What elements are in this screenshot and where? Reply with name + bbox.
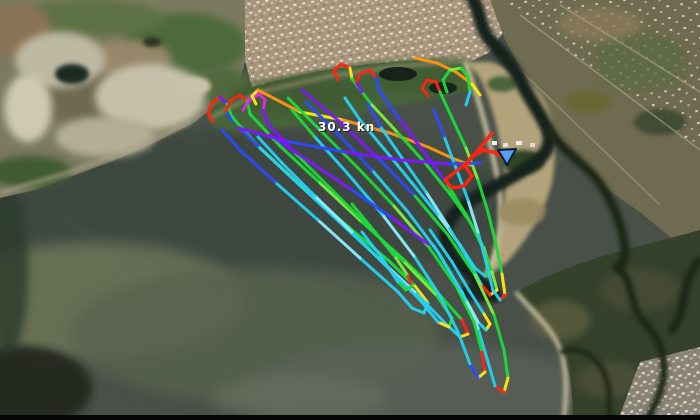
gps-track-overlay [206,56,510,394]
gps-track [236,126,482,166]
gps-track [268,133,430,246]
gps-track [420,78,507,302]
river [439,0,700,420]
rural-area [490,0,700,262]
town-area [245,0,512,88]
position-marker-icon [497,148,517,166]
bottom-bar [0,415,700,420]
speed-label-shadow: 30.3 kn [319,121,376,135]
gps-track [443,131,506,190]
gps-track [428,228,492,332]
speed-label: 30.3 kn [318,120,375,134]
gps-track [441,66,472,107]
gps-track [350,202,414,292]
